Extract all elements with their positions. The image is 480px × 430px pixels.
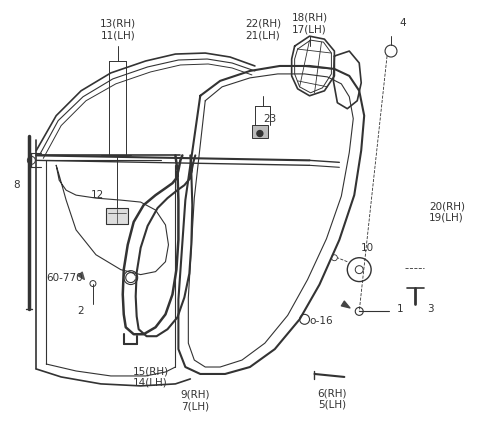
Text: 6(RH)
5(LH): 6(RH) 5(LH) — [318, 388, 347, 410]
Circle shape — [348, 258, 371, 282]
FancyArrowPatch shape — [341, 301, 350, 308]
FancyBboxPatch shape — [106, 208, 128, 224]
Text: 23: 23 — [263, 114, 276, 124]
Text: 3: 3 — [427, 304, 433, 314]
Circle shape — [355, 266, 363, 273]
Text: 4: 4 — [400, 18, 406, 28]
Text: 12: 12 — [91, 190, 105, 200]
FancyArrowPatch shape — [78, 272, 84, 280]
FancyBboxPatch shape — [252, 125, 268, 138]
Circle shape — [257, 131, 263, 136]
Text: 60-770: 60-770 — [46, 273, 83, 283]
Circle shape — [385, 45, 397, 57]
Text: 13(RH)
11(LH): 13(RH) 11(LH) — [100, 18, 136, 40]
Circle shape — [27, 157, 36, 164]
Circle shape — [124, 270, 138, 285]
Circle shape — [331, 255, 337, 261]
Circle shape — [355, 307, 363, 315]
Text: 1: 1 — [397, 304, 404, 314]
Text: o-16: o-16 — [310, 316, 333, 326]
Circle shape — [90, 280, 96, 286]
Text: 2: 2 — [78, 306, 84, 316]
Text: 20(RH)
19(LH): 20(RH) 19(LH) — [429, 201, 465, 223]
Text: 15(RH)
14(LH): 15(RH) 14(LH) — [132, 366, 168, 388]
Text: 8: 8 — [13, 180, 20, 190]
Text: 22(RH)
21(LH): 22(RH) 21(LH) — [245, 18, 281, 40]
Text: 10: 10 — [360, 243, 374, 253]
Text: 9(RH)
7(LH): 9(RH) 7(LH) — [180, 390, 210, 412]
Text: 18(RH)
17(LH): 18(RH) 17(LH) — [291, 12, 328, 34]
Circle shape — [300, 314, 310, 324]
